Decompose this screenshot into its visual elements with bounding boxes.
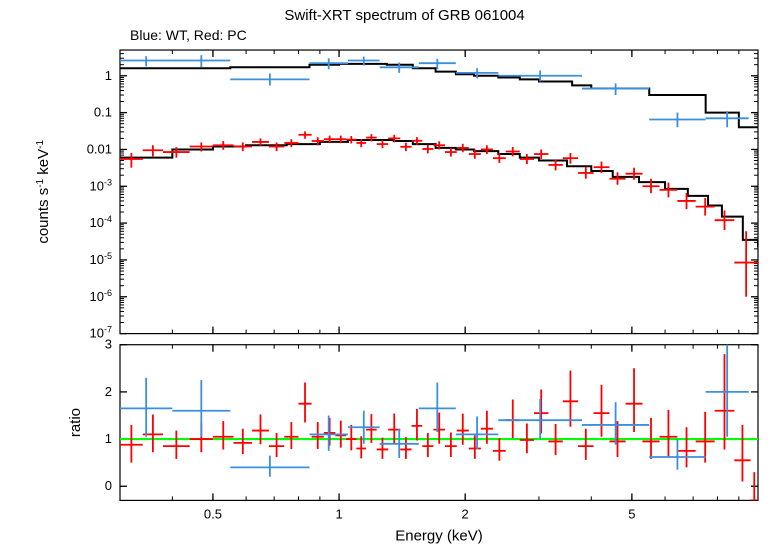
pc-spectrum-points bbox=[120, 131, 758, 296]
y-tick-label: 0.01 bbox=[87, 141, 112, 156]
model-pc-step bbox=[120, 140, 758, 247]
y-axis-label-top: counts s-1 keV-1 bbox=[35, 140, 53, 244]
chart-title: Swift-XRT spectrum of GRB 061004 bbox=[284, 7, 524, 24]
bottom-panel-content bbox=[120, 331, 758, 501]
y-tick-label: 10-4 bbox=[90, 214, 112, 230]
y-tick-label: 10-3 bbox=[90, 177, 112, 193]
x-axis-label: Energy (keV) bbox=[395, 527, 483, 544]
y-tick-label: 1 bbox=[105, 68, 112, 83]
pc-ratio-points bbox=[120, 354, 758, 500]
y-tick-label-bottom: 3 bbox=[105, 337, 112, 352]
y-tick-label: 10-6 bbox=[90, 288, 112, 304]
x-tick-label: 1 bbox=[335, 506, 342, 521]
y-tick-label: 10-5 bbox=[90, 251, 112, 267]
y-tick-label-bottom: 0 bbox=[105, 478, 112, 493]
model-wt-step bbox=[120, 64, 758, 127]
wt-spectrum-points bbox=[120, 55, 749, 127]
y-tick-label-bottom: 2 bbox=[105, 384, 112, 399]
wt-ratio-points bbox=[120, 331, 749, 477]
y-tick-label: 0.1 bbox=[94, 105, 112, 120]
x-tick-label: 5 bbox=[628, 506, 635, 521]
y-tick-label-bottom: 1 bbox=[105, 431, 112, 446]
top-panel-content bbox=[120, 55, 758, 296]
top-panel-frame bbox=[120, 50, 758, 334]
x-tick-label: 2 bbox=[462, 506, 469, 521]
y-axis-label-bottom: ratio bbox=[67, 408, 84, 437]
chart-subtitle: Blue: WT, Red: PC bbox=[130, 27, 247, 43]
spectrum-plot: Swift-XRT spectrum of GRB 061004 Blue: WT… bbox=[0, 0, 778, 556]
x-tick-label: 0.5 bbox=[204, 506, 222, 521]
